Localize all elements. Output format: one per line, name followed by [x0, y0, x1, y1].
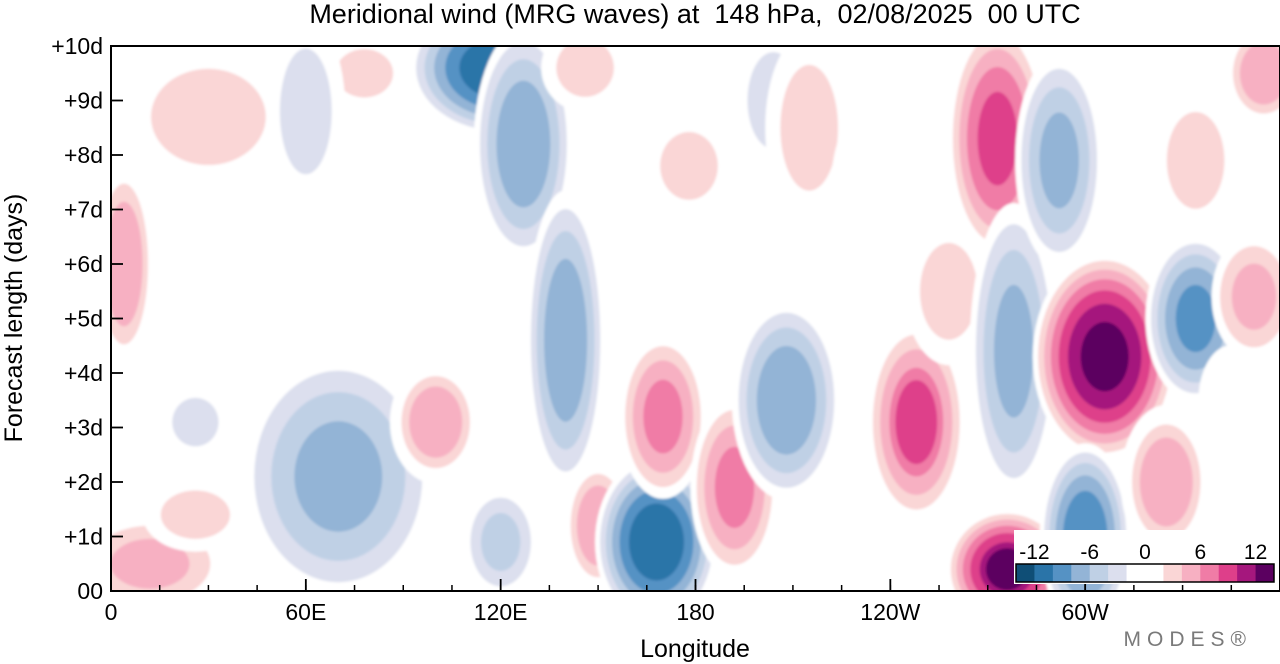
- wind-anomaly-contour-2: [111, 201, 143, 327]
- colorbar-bin: [1089, 564, 1109, 582]
- wind-anomaly-contour-28: [1039, 112, 1079, 209]
- colorbar-bin: [1016, 564, 1035, 582]
- colorbar-bin: [1237, 564, 1256, 582]
- x-tick-label: 120W: [860, 599, 920, 625]
- wind-anomaly-contour-34: [1239, 46, 1280, 105]
- y-tick-label: +1d: [64, 524, 103, 550]
- wind-anomaly-contour-22: [838, 128, 890, 236]
- colorbar-tick-label: 0: [1139, 541, 1151, 564]
- y-tick-label: +3d: [64, 415, 103, 441]
- colorbar-tick-label: -12: [1019, 541, 1049, 564]
- wind-anomaly-contour-6: [294, 421, 383, 532]
- colorbar-bin: [1181, 564, 1201, 582]
- wind-anomaly-contour-7: [172, 397, 219, 447]
- colorbar-tick-label: -6: [1080, 541, 1099, 564]
- modes-logo-text: MODES®: [1124, 628, 1252, 651]
- y-tick-label: +8d: [64, 142, 103, 168]
- y-tick-label: +7d: [64, 197, 103, 223]
- x-axis-label: Longitude: [640, 635, 750, 663]
- wind-anomaly-contour-24: [920, 242, 978, 340]
- x-axis: 0 60E 120E 180 120W 60W: [105, 579, 1233, 625]
- wind-anomaly-contour-9: [481, 513, 521, 571]
- wind-anomaly-contour-31: [1175, 285, 1216, 352]
- wind-anomaly-contour-16: [643, 379, 683, 454]
- wind-anomaly-contour-4: [335, 49, 394, 98]
- x-tick-label: 0: [105, 599, 118, 625]
- colorbar-bin: [1071, 564, 1091, 582]
- colorbar-bin: [1108, 564, 1127, 582]
- chart-title: Meridional wind (MRG waves) at 148 hPa, …: [309, 0, 1080, 29]
- wind-anomaly-contour-23: [895, 380, 938, 465]
- colorbar-bin: [1255, 564, 1275, 582]
- x-tick-label: 180: [676, 599, 714, 625]
- wind-anomaly-contour-36: [1205, 357, 1257, 444]
- y-tick-label: +5d: [64, 306, 103, 332]
- colorbar-bin: [1034, 564, 1054, 582]
- colorbar-bin: [1218, 564, 1238, 582]
- wind-anomaly-contour-25: [977, 91, 1018, 186]
- y-tick-label: +10d: [51, 33, 103, 59]
- y-tick-label: +9d: [64, 88, 103, 114]
- wind-anomaly-contour-0: [111, 538, 190, 589]
- y-axis-label: Forecast length (days): [0, 194, 28, 443]
- wind-anomaly-contour-33: [1231, 263, 1277, 330]
- wind-anomaly-contour-32: [1166, 111, 1225, 209]
- colorbar-bin: [1163, 564, 1183, 582]
- wind-anomaly-contour-27: [994, 284, 1034, 418]
- wind-anomaly-contour-11: [502, 95, 545, 194]
- y-tick-label: +2d: [64, 469, 103, 495]
- wind-anomaly-contour-5: [279, 48, 332, 175]
- wind-anomaly-contour-29: [1080, 322, 1129, 392]
- wind-anomaly-contour-19: [763, 358, 810, 443]
- x-tick-label: 120E: [474, 599, 528, 625]
- y-axis: 00 +1d +2d +3d +4d +5d +6d +7d +8d +9d +10d: [51, 33, 123, 604]
- wind-anomaly-contour-3: [151, 68, 266, 165]
- wind-anomaly-contour-15: [635, 512, 678, 572]
- colorbar-bin: [1145, 564, 1164, 582]
- wind-anomaly-contour-12: [548, 277, 583, 404]
- colorbar-tick-label: 6: [1194, 541, 1206, 564]
- wind-anomaly-contour-1: [160, 490, 230, 539]
- colorbar-tick-label: 12: [1244, 541, 1267, 564]
- colorbar-bin: [1126, 564, 1146, 582]
- wind-anomaly-contour-21: [780, 64, 838, 191]
- colorbar: -12 -6 0 6 12: [1014, 530, 1276, 584]
- x-tick-label: 60E: [285, 599, 326, 625]
- wind-anomaly-contour-8: [409, 386, 463, 458]
- colorbar-frame: [1015, 563, 1275, 583]
- wind-anomaly-contour-17: [660, 132, 718, 200]
- wind-anomaly-contour-18: [714, 446, 755, 528]
- x-tick-label: 60W: [1062, 599, 1110, 625]
- y-tick-label: +4d: [64, 360, 103, 386]
- colorbar-bin: [1200, 564, 1220, 582]
- wind-anomaly-contour-13: [556, 46, 614, 97]
- wind-anomaly-contour-35: [1139, 437, 1193, 527]
- y-tick-label: 00: [77, 578, 103, 604]
- colorbar-bin: [1052, 564, 1072, 582]
- y-tick-label: +6d: [64, 251, 103, 277]
